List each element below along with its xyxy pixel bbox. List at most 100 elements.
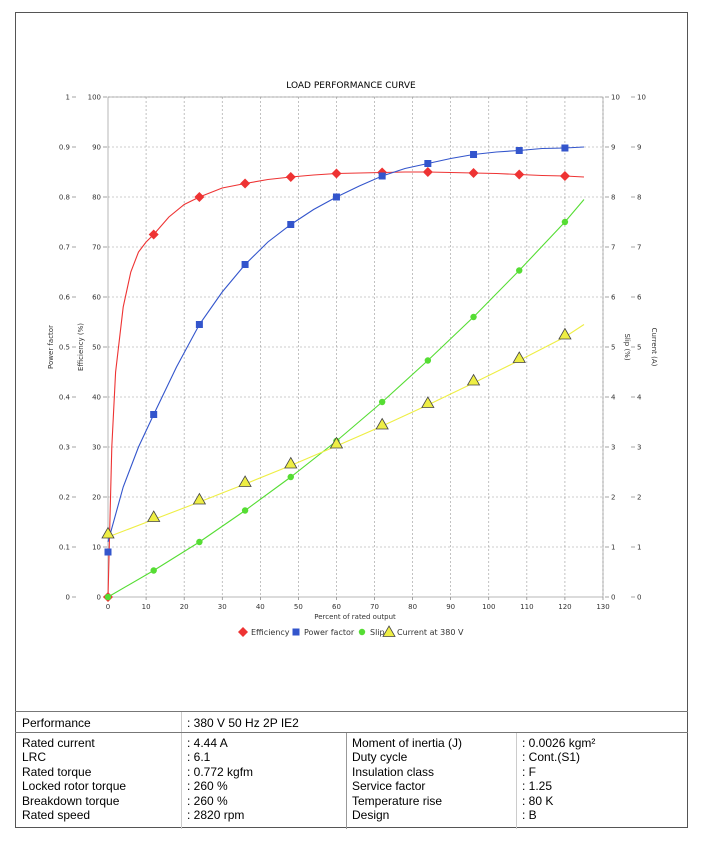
data-point	[101, 526, 115, 539]
power-factor-tick-label: 0.7	[59, 244, 70, 252]
current-tick-label: 3	[637, 444, 641, 452]
spec-row: Rated speed: 2820 rpm Design: B	[15, 808, 688, 822]
spec-value: : 260 %	[187, 793, 228, 808]
x-tick-label: 130	[596, 603, 609, 611]
spec-label: Rated speed	[22, 808, 91, 822]
column-divider	[181, 712, 182, 829]
spec-label: Duty cycle	[352, 750, 408, 765]
current-tick-label: 8	[637, 194, 641, 202]
slip-axis-label: Slip (%)	[623, 333, 631, 360]
data-point	[192, 492, 207, 505]
x-tick-label: 20	[180, 603, 189, 611]
slip-tick-label: 6	[611, 294, 616, 302]
data-point	[331, 168, 342, 179]
power-factor-tick-label: 0.4	[59, 394, 71, 402]
spec-row: Breakdown torque : 260 % Temperature rise:…	[15, 794, 688, 808]
current-tick-label: 0	[637, 594, 641, 602]
slip-tick-label: 1	[611, 544, 615, 552]
spec-value: : F	[522, 764, 536, 779]
data-point	[470, 313, 477, 321]
efficiency-tick-label: 70	[92, 244, 101, 252]
series-efficiency	[103, 167, 585, 602]
slip-tick-label: 2	[611, 494, 615, 502]
efficiency-tick-label: 100	[88, 94, 101, 102]
x-tick-label: 30	[218, 603, 227, 611]
data-point	[559, 171, 570, 181]
spec-value: : 6.1	[187, 750, 211, 765]
data-point	[194, 192, 205, 202]
current-tick-label: 1	[637, 544, 641, 552]
legend-marker	[238, 627, 248, 637]
data-point	[287, 473, 294, 481]
x-tick-label: 60	[332, 603, 341, 611]
x-tick-label: 110	[520, 603, 533, 611]
x-tick-label: 50	[294, 603, 303, 611]
series-current-at-380-v	[101, 324, 585, 539]
data-point	[150, 411, 158, 418]
data-point	[241, 507, 249, 514]
specs-table: Performance : 380 V 50 Hz 2P IE2 Rated c…	[15, 711, 688, 829]
power-factor-axis-label: Power factor	[47, 325, 55, 369]
efficiency-tick-label: 20	[92, 494, 101, 502]
efficiency-tick-label: 90	[92, 144, 101, 152]
series-power-factor	[104, 144, 585, 556]
data-point	[468, 168, 479, 178]
spec-value: : 0.772 kgfm	[187, 764, 254, 779]
data-point	[147, 510, 161, 522]
data-point	[196, 538, 203, 546]
slip-tick-label: 9	[611, 144, 615, 152]
spec-row: Locked rotor torque: 260 % Service factor…	[15, 779, 688, 793]
legend-label: Power factor	[304, 628, 355, 637]
power-factor-tick-label: 0	[66, 594, 70, 602]
chart-title: LOAD PERFORMANCE CURVE	[286, 81, 416, 91]
power-factor-tick-label: 1	[66, 94, 70, 102]
x-axis-label: Percent of rated output	[314, 613, 396, 621]
slip-tick-label: 4	[611, 394, 616, 402]
current-tick-label: 9	[637, 144, 641, 152]
column-divider	[516, 733, 517, 829]
power-factor-tick-label: 0.6	[59, 294, 71, 302]
x-tick-label: 100	[482, 603, 495, 611]
slip-tick-label: 5	[611, 344, 615, 352]
performance-value: : 380 V 50 Hz 2P IE2	[187, 716, 299, 730]
column-divider	[346, 733, 347, 829]
x-tick-label: 90	[446, 603, 455, 611]
performance-row: Performance : 380 V 50 Hz 2P IE2	[15, 716, 688, 730]
spec-label: LRC	[22, 750, 47, 765]
spec-row: LRC : 6.1 Duty cycle : Cont.(S1)	[15, 750, 688, 764]
spec-row: Rated current: 4.44 A Moment of inertia (…	[15, 736, 688, 750]
spec-label: Temperature rise	[352, 793, 443, 808]
efficiency-tick-label: 10	[92, 544, 101, 552]
slip-tick-label: 10	[611, 94, 620, 102]
chart-axes: 0 10 20 30 40 50 60 70 80 90 100 110 120 13000.10.20.…	[47, 94, 658, 612]
power-factor-tick-label: 0.3	[59, 444, 70, 452]
current-tick-label: 4	[637, 394, 642, 402]
data-point	[515, 147, 523, 154]
efficiency-tick-label: 40	[92, 394, 101, 402]
power-factor-tick-label: 0.1	[59, 544, 70, 552]
spec-value: : B	[522, 808, 537, 822]
data-point	[561, 144, 569, 152]
data-point	[240, 178, 251, 189]
x-tick-label: 0	[106, 603, 110, 611]
power-factor-tick-label: 0.2	[59, 494, 70, 502]
spec-label: Insulation class	[352, 764, 435, 779]
spec-value: : Cont.(S1)	[522, 750, 581, 765]
spec-value: : 80 K	[522, 793, 554, 808]
data-point	[424, 357, 432, 364]
data-point	[512, 351, 526, 363]
efficiency-tick-label: 80	[92, 194, 101, 202]
x-tick-label: 120	[558, 603, 571, 611]
x-tick-label: 80	[408, 603, 417, 611]
spec-label: Breakdown torque	[22, 793, 120, 808]
x-tick-label: 40	[256, 603, 265, 611]
legend-label: Current at 380 V	[397, 628, 464, 637]
chart-legend: Efficiency Power factor Slip Current at 380…	[238, 625, 464, 637]
x-tick-label: 70	[370, 603, 379, 611]
data-point	[514, 169, 525, 180]
spec-value: : 2820 rpm	[187, 808, 245, 822]
power-factor-tick-label: 0.9	[59, 144, 70, 152]
data-point	[424, 160, 432, 167]
spec-value: : 260 %	[187, 779, 228, 794]
row-divider	[15, 732, 688, 733]
